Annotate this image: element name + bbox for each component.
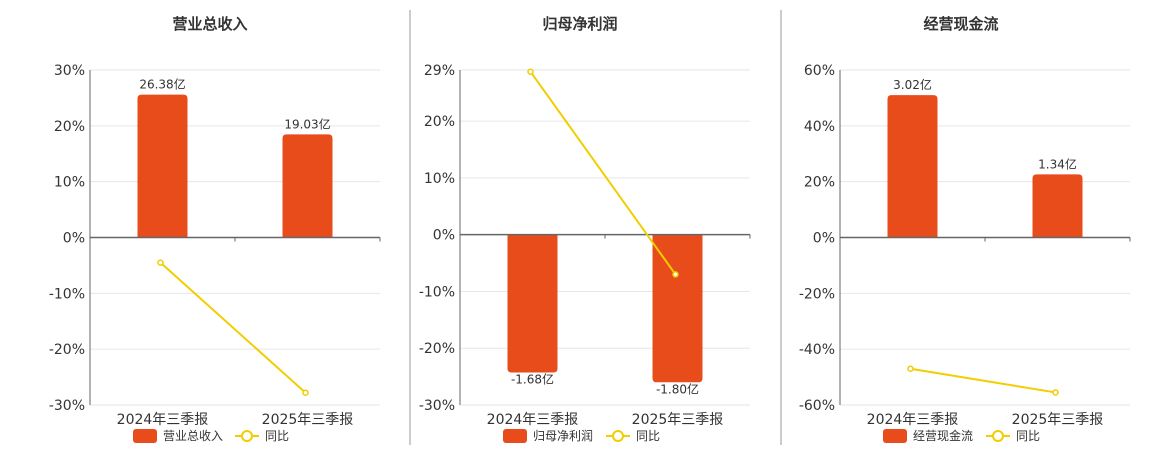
legend-line-label: 同比 xyxy=(265,429,289,443)
y-tick-label: 0% xyxy=(433,228,455,244)
chart-title: 归母净利润 xyxy=(542,15,617,33)
y-tick-label: -20% xyxy=(49,342,85,358)
y-tick-label: -10% xyxy=(49,286,85,302)
yoy-point xyxy=(527,68,534,75)
yoy-point xyxy=(302,389,309,396)
x-category-label: 2025年三季报 xyxy=(262,412,354,428)
bar xyxy=(282,134,333,238)
bar-data-label: 26.38亿 xyxy=(139,77,185,92)
x-category-label: 2025年三季报 xyxy=(632,412,724,428)
y-tick-label: -60% xyxy=(799,398,835,414)
y-tick-label: 20% xyxy=(804,175,835,191)
y-tick-label: 30% xyxy=(54,63,85,79)
y-tick-label: -30% xyxy=(49,398,85,414)
legend-bar-label: 经营现金流 xyxy=(913,428,973,443)
yoy-point xyxy=(1052,389,1059,396)
legend-bar-swatch xyxy=(883,429,907,443)
legend-bar-label: 营业总收入 xyxy=(163,429,223,443)
y-tick-label: -10% xyxy=(419,284,455,300)
y-tick-label: -20% xyxy=(799,286,835,302)
y-tick-label: 40% xyxy=(804,119,835,135)
x-category-label: 2025年三季报 xyxy=(1012,412,1104,428)
legend-line-marker xyxy=(612,430,624,442)
bar-data-label: 19.03亿 xyxy=(284,116,330,131)
yoy-point xyxy=(157,259,164,266)
bar xyxy=(1032,174,1083,238)
bar xyxy=(887,95,938,238)
bar xyxy=(137,94,188,238)
chart-panel-1: 营业总收入 30% 20% 10% 0% -10% -20% -30% 26.38亿 19.03亿… xyxy=(49,15,381,443)
chart-title: 营业总收入 xyxy=(172,15,247,33)
y-tick-label: 10% xyxy=(424,171,455,187)
bar xyxy=(652,234,703,383)
bar-data-label: -1.68亿 xyxy=(511,371,554,386)
yoy-point xyxy=(672,271,679,278)
y-tick-label: 0% xyxy=(63,231,85,247)
bar-data-label: 1.34亿 xyxy=(1038,156,1077,171)
chart-panel-3: 经营现金流 60% 40% 20% 0% -20% -40% -60% 3.02亿 1.34亿 20… xyxy=(799,15,1131,443)
bar-data-label: 3.02亿 xyxy=(893,77,932,92)
y-tick-label: 0% xyxy=(813,231,835,247)
y-tick-label: 29% xyxy=(424,63,455,79)
y-tick-label: -20% xyxy=(419,341,455,357)
y-tick-label: 60% xyxy=(804,63,835,79)
legend-line-label: 同比 xyxy=(1016,429,1040,443)
yoy-point xyxy=(907,365,914,372)
y-tick-label: 20% xyxy=(54,119,85,135)
legend-line-label: 同比 xyxy=(636,429,660,443)
y-tick-label: -40% xyxy=(799,342,835,358)
x-category-label: 2024年三季报 xyxy=(867,412,959,428)
y-tick-label: 20% xyxy=(424,114,455,130)
legend-bar-swatch xyxy=(503,429,527,443)
legend-line-marker xyxy=(992,430,1004,442)
x-category-label: 2024年三季报 xyxy=(487,412,579,428)
yoy-line xyxy=(529,71,677,275)
legend-bar-label: 归母净利润 xyxy=(533,429,593,443)
x-category-label: 2024年三季报 xyxy=(117,412,209,428)
bar xyxy=(507,234,558,373)
legend-bar-swatch xyxy=(133,429,157,443)
chart-title: 经营现金流 xyxy=(923,15,998,33)
yoy-line xyxy=(159,261,307,394)
legend-line-marker xyxy=(241,430,253,442)
y-tick-label: 10% xyxy=(54,175,85,191)
y-tick-label: -30% xyxy=(419,398,455,414)
bar-data-label: -1.80亿 xyxy=(656,381,699,396)
yoy-line xyxy=(910,367,1056,394)
chart-panel-2: 归母净利润 29% 20% 10% 0% -10% -20% -30% -1.68亿 -1.80亿… xyxy=(419,15,751,443)
